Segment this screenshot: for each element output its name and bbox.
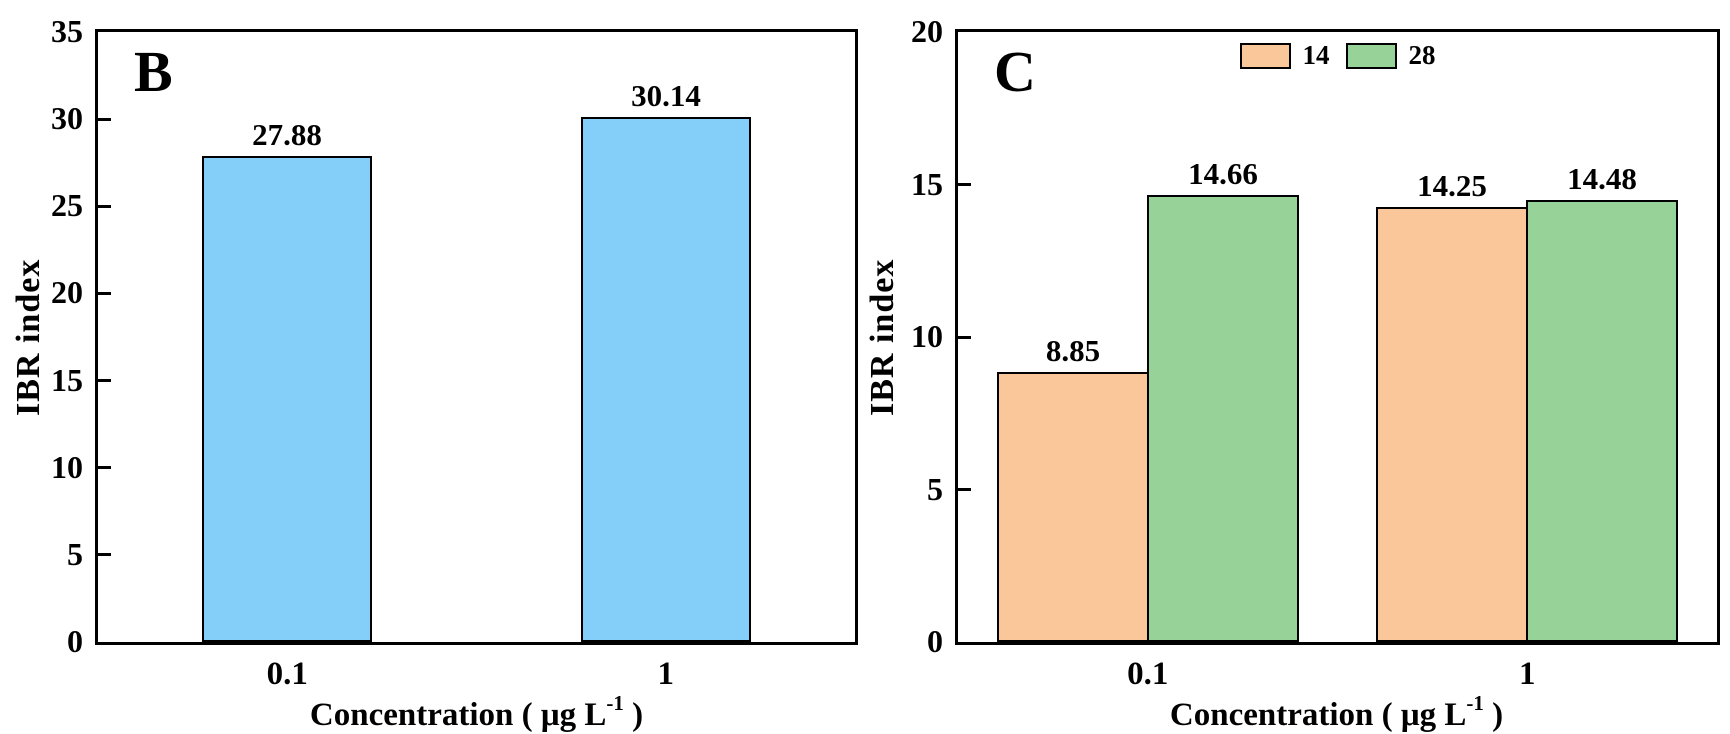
y-axis-tick-label: 0 xyxy=(67,623,83,659)
y-axis-tick-label: 15 xyxy=(51,361,83,398)
legend-label: 28 xyxy=(1408,40,1436,70)
panel-label-c: C xyxy=(994,39,1036,104)
bar-value-label: 14.66 xyxy=(1188,156,1258,191)
y-axis-tick xyxy=(98,553,111,557)
y-axis-tick-label: 25 xyxy=(51,187,83,224)
y-axis-tick-label: 35 xyxy=(51,13,83,49)
y-axis-tick xyxy=(98,204,111,208)
legend: 14 28 xyxy=(1239,40,1436,71)
y-axis-tick xyxy=(958,335,971,339)
x-axis-title-b-close: ) xyxy=(623,697,644,733)
x-axis-title-c-superscript: -1 xyxy=(1466,691,1484,715)
x-axis-tick-label: 1 xyxy=(657,656,675,692)
x-axis-title-b: Concentration ( μg L-1 ) xyxy=(95,691,858,734)
legend-label: 14 xyxy=(1302,40,1330,70)
x-axis-tick-label: 1 xyxy=(1519,656,1536,692)
plot-area-panel-c: C 14 28 xyxy=(955,29,1720,645)
y-axis-tick-label: 30 xyxy=(51,100,83,137)
bar xyxy=(1376,207,1528,642)
x-axis-tick-label: 0.1 xyxy=(266,656,308,692)
bar xyxy=(1526,200,1678,642)
y-axis-tick xyxy=(958,183,971,186)
legend-swatch xyxy=(1239,42,1291,69)
bar-value-label: 14.25 xyxy=(1417,168,1487,203)
legend-item: 14 xyxy=(1239,40,1330,71)
y-axis-tick xyxy=(98,466,111,470)
y-axis-tick-label: 5 xyxy=(67,535,83,572)
bar-value-label: 30.14 xyxy=(631,78,701,113)
x-axis-title-c-main: Concentration ( μg L xyxy=(1169,697,1467,733)
plot-area-panel-b: B xyxy=(95,29,858,645)
y-axis-tick-label: 20 xyxy=(911,13,943,49)
x-axis-title-b-superscript: -1 xyxy=(606,691,624,715)
y-axis-tick xyxy=(98,379,111,383)
bar xyxy=(1147,195,1299,642)
panel-label-b: B xyxy=(134,39,173,104)
bar-value-label: 8.85 xyxy=(1045,333,1101,368)
x-axis-tick-label: 0.1 xyxy=(1127,656,1169,692)
legend-item: 28 xyxy=(1345,40,1436,71)
x-axis-title-b-main: Concentration ( μg L xyxy=(309,697,607,733)
y-axis-tick-label: 10 xyxy=(51,448,83,485)
y-axis-tick-label: 5 xyxy=(927,470,943,507)
y-axis-tick xyxy=(98,117,111,121)
bar-value-label: 14.48 xyxy=(1567,161,1637,196)
bar xyxy=(581,117,751,642)
y-axis-tick-label: 20 xyxy=(51,274,83,311)
bar xyxy=(997,372,1149,642)
y-axis-tick-label: 10 xyxy=(911,318,943,354)
bar-value-label: 27.88 xyxy=(252,117,322,152)
y-axis-tick-label: 0 xyxy=(927,623,943,659)
y-axis-tick xyxy=(958,488,971,491)
x-axis-title-c-close: ) xyxy=(1483,697,1504,733)
y-axis-tick-label: 15 xyxy=(911,165,943,202)
bar xyxy=(202,156,372,642)
y-axis-tick xyxy=(98,291,111,295)
x-axis-title-c: Concentration ( μg L-1 ) xyxy=(955,691,1718,734)
legend-swatch xyxy=(1345,42,1397,69)
